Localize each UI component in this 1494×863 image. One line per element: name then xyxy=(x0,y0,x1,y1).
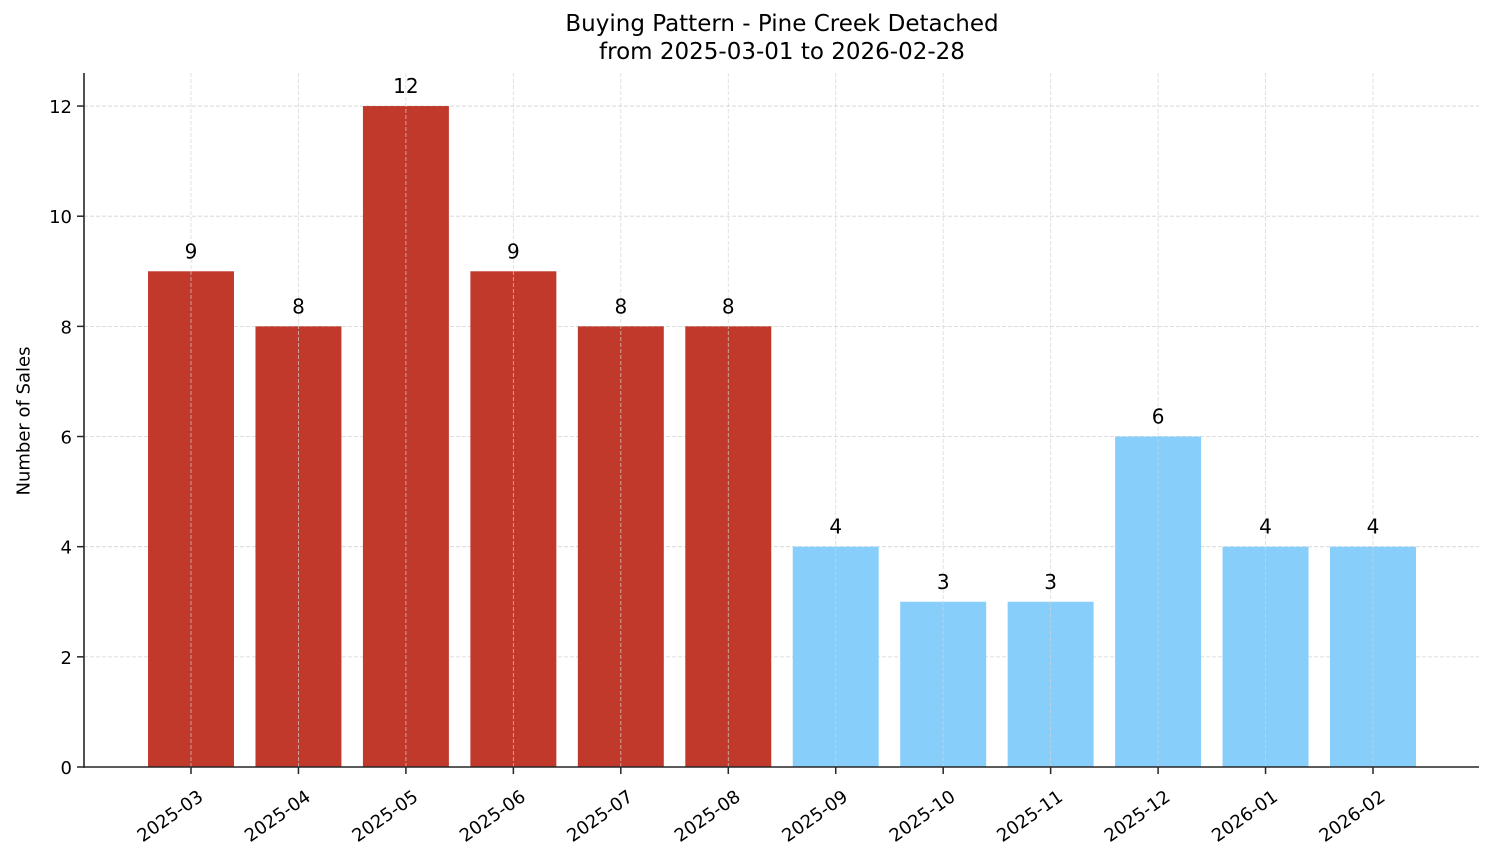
y-tick-label: 6 xyxy=(61,428,72,449)
x-tick-label: 2026-02 xyxy=(1316,786,1390,846)
chart-title: Buying Pattern - Pine Creek Detached fro… xyxy=(0,10,1494,66)
y-tick-label: 2 xyxy=(61,648,72,669)
y-tick-label: 8 xyxy=(61,317,72,338)
chart-title-line2: from 2025-03-01 to 2026-02-28 xyxy=(599,39,965,65)
bar-value-label: 9 xyxy=(507,239,520,263)
x-tick-label: 2025-10 xyxy=(886,786,960,846)
bar-value-label: 12 xyxy=(393,74,418,98)
bar-value-label: 6 xyxy=(1152,405,1165,429)
vertical-grid-lines xyxy=(190,73,1374,767)
y-tick-label: 12 xyxy=(49,97,72,118)
x-tick-label: 2025-06 xyxy=(456,786,530,846)
axes xyxy=(83,73,1479,768)
x-tick-label: 2025-12 xyxy=(1101,786,1175,846)
bar-value-label: 4 xyxy=(1259,515,1272,539)
bar-value-label: 8 xyxy=(614,294,627,318)
x-tick-label: 2025-03 xyxy=(134,786,208,846)
bars xyxy=(148,106,1416,768)
x-tick-label: 2026-01 xyxy=(1208,786,1282,846)
x-axis-ticks: 2025-03 2025-04 2025-05 2025-06 2025-07 2025-… xyxy=(134,767,1390,847)
y-tick-label: 10 xyxy=(49,207,72,228)
x-tick-label: 2025-04 xyxy=(241,786,315,846)
bar-value-label: 4 xyxy=(1367,515,1380,539)
y-axis-ticks: 0 2 4 6 8 10 12 xyxy=(49,97,84,779)
x-tick-label: 2025-07 xyxy=(563,786,637,846)
x-tick-label: 2025-08 xyxy=(671,786,745,846)
bar-value-label: 3 xyxy=(1044,570,1057,594)
bar-value-label: 8 xyxy=(292,294,305,318)
x-tick-label: 2025-11 xyxy=(993,786,1067,846)
bar-value-labels: 9 8 12 9 8 8 4 3 3 6 4 4 xyxy=(185,74,1380,594)
y-tick-label: 0 xyxy=(61,758,72,779)
chart-title-line1: Buying Pattern - Pine Creek Detached xyxy=(565,11,999,37)
bar-value-label: 4 xyxy=(829,515,842,539)
bar-value-label: 3 xyxy=(937,570,950,594)
y-tick-label: 4 xyxy=(61,538,72,559)
grid-lines xyxy=(84,105,1479,658)
bar-value-label: 8 xyxy=(722,294,735,318)
x-tick-label: 2025-09 xyxy=(778,786,852,846)
bar-value-label: 9 xyxy=(185,239,198,263)
x-tick-label: 2025-05 xyxy=(348,786,422,846)
